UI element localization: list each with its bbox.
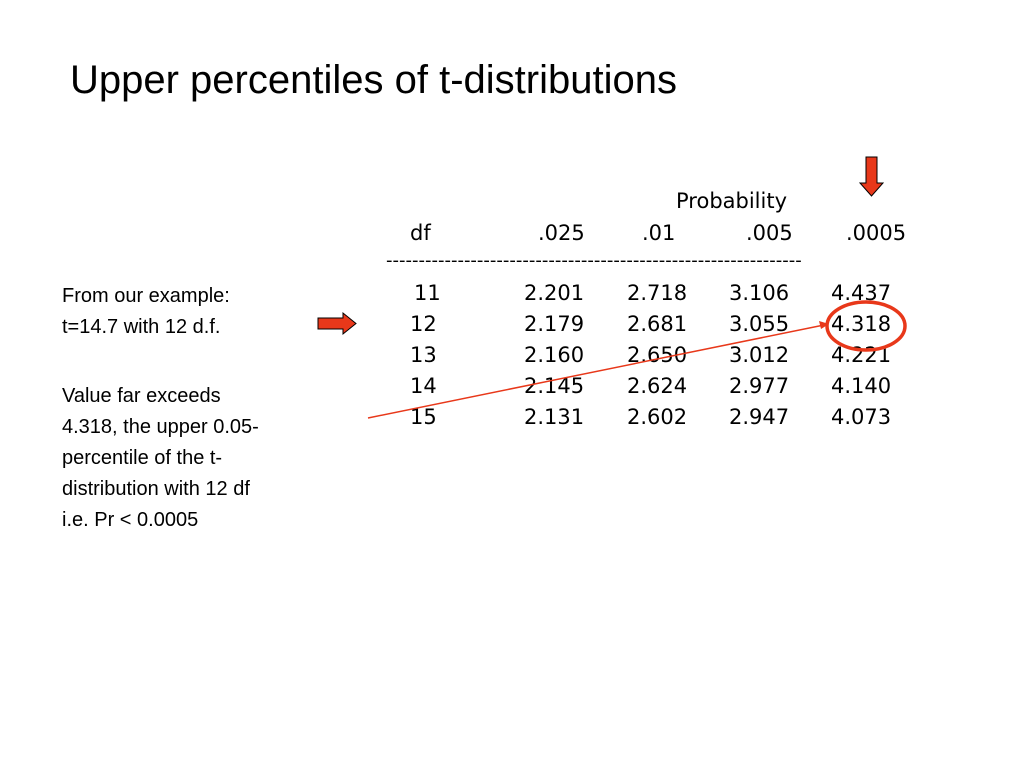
cell-value: 4.073 [831, 405, 892, 429]
cell-value: 2.179 [524, 312, 585, 336]
cell-value: 2.681 [627, 312, 688, 336]
cell-value: 2.160 [524, 343, 585, 367]
row-arrow-icon [317, 311, 357, 336]
header-rule: ----------------------------------------… [386, 250, 802, 271]
cell-df: 11 [414, 281, 441, 305]
slide-title: Upper percentiles of t-distributions [70, 58, 677, 102]
cell-df: 15 [410, 405, 437, 429]
highlighted-cell: 4.318 [831, 312, 892, 336]
cell-value: 4.221 [831, 343, 892, 367]
cell-value: 3.012 [729, 343, 790, 367]
probability-label: Probability [676, 189, 788, 213]
header-df: df [410, 221, 431, 245]
pointer-arrowhead-icon [819, 321, 829, 329]
cell-value: 2.650 [627, 343, 688, 367]
cell-df: 14 [410, 374, 437, 398]
cell-df: 13 [410, 343, 437, 367]
example-note: From our example: t=14.7 with 12 d.f. [62, 285, 230, 338]
cell-value: 2.145 [524, 374, 585, 398]
cell-value: 2.947 [729, 405, 790, 429]
header-01: .01 [642, 221, 676, 245]
cell-value: 2.201 [524, 281, 585, 305]
cell-value: 4.437 [831, 281, 892, 305]
cell-value: 2.602 [627, 405, 688, 429]
cell-value: 3.055 [729, 312, 790, 336]
cell-value: 2.718 [627, 281, 688, 305]
explanation-note: Value far exceeds 4.318, the upper 0.05-… [62, 385, 259, 531]
cell-value: 2.131 [524, 405, 585, 429]
cell-value: 4.140 [831, 374, 892, 398]
cell-value: 3.106 [729, 281, 790, 305]
header-005: .005 [746, 221, 793, 245]
header-025: .025 [538, 221, 585, 245]
header-0005: .0005 [846, 221, 907, 245]
cell-value: 2.624 [627, 374, 688, 398]
column-arrow-icon [858, 156, 885, 197]
cell-df: 12 [410, 312, 437, 336]
cell-value: 2.977 [729, 374, 790, 398]
